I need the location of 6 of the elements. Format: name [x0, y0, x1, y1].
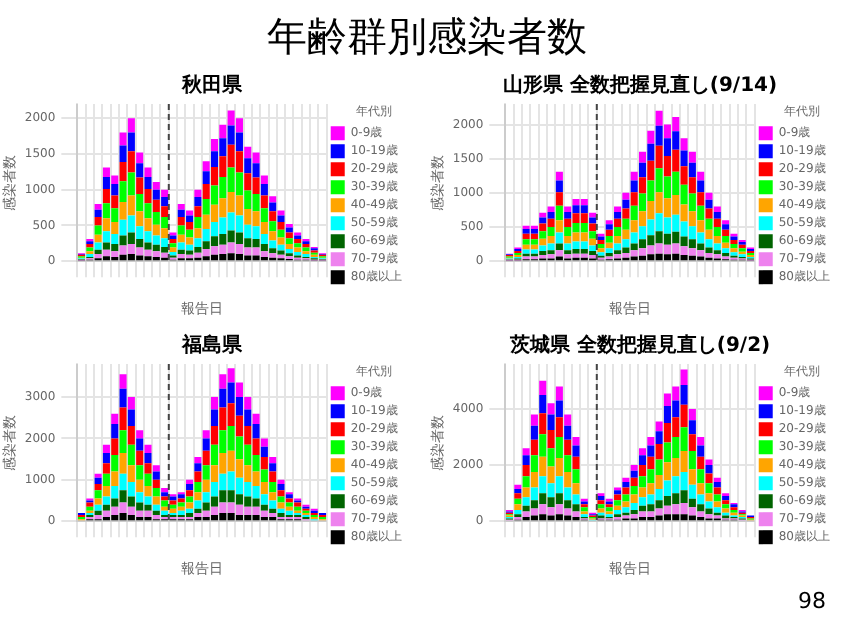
- chart-title: 茨城県 全数把握見直し(9/2): [507, 333, 771, 358]
- text: 年齢群別感染者数: [267, 9, 587, 63]
- text: 98: [798, 588, 826, 614]
- chart-title: 福島県: [180, 333, 244, 358]
- chart-title: 山形県 全数把握見直し(9/14): [502, 73, 778, 98]
- chart-title: 秋田県: [180, 73, 244, 98]
